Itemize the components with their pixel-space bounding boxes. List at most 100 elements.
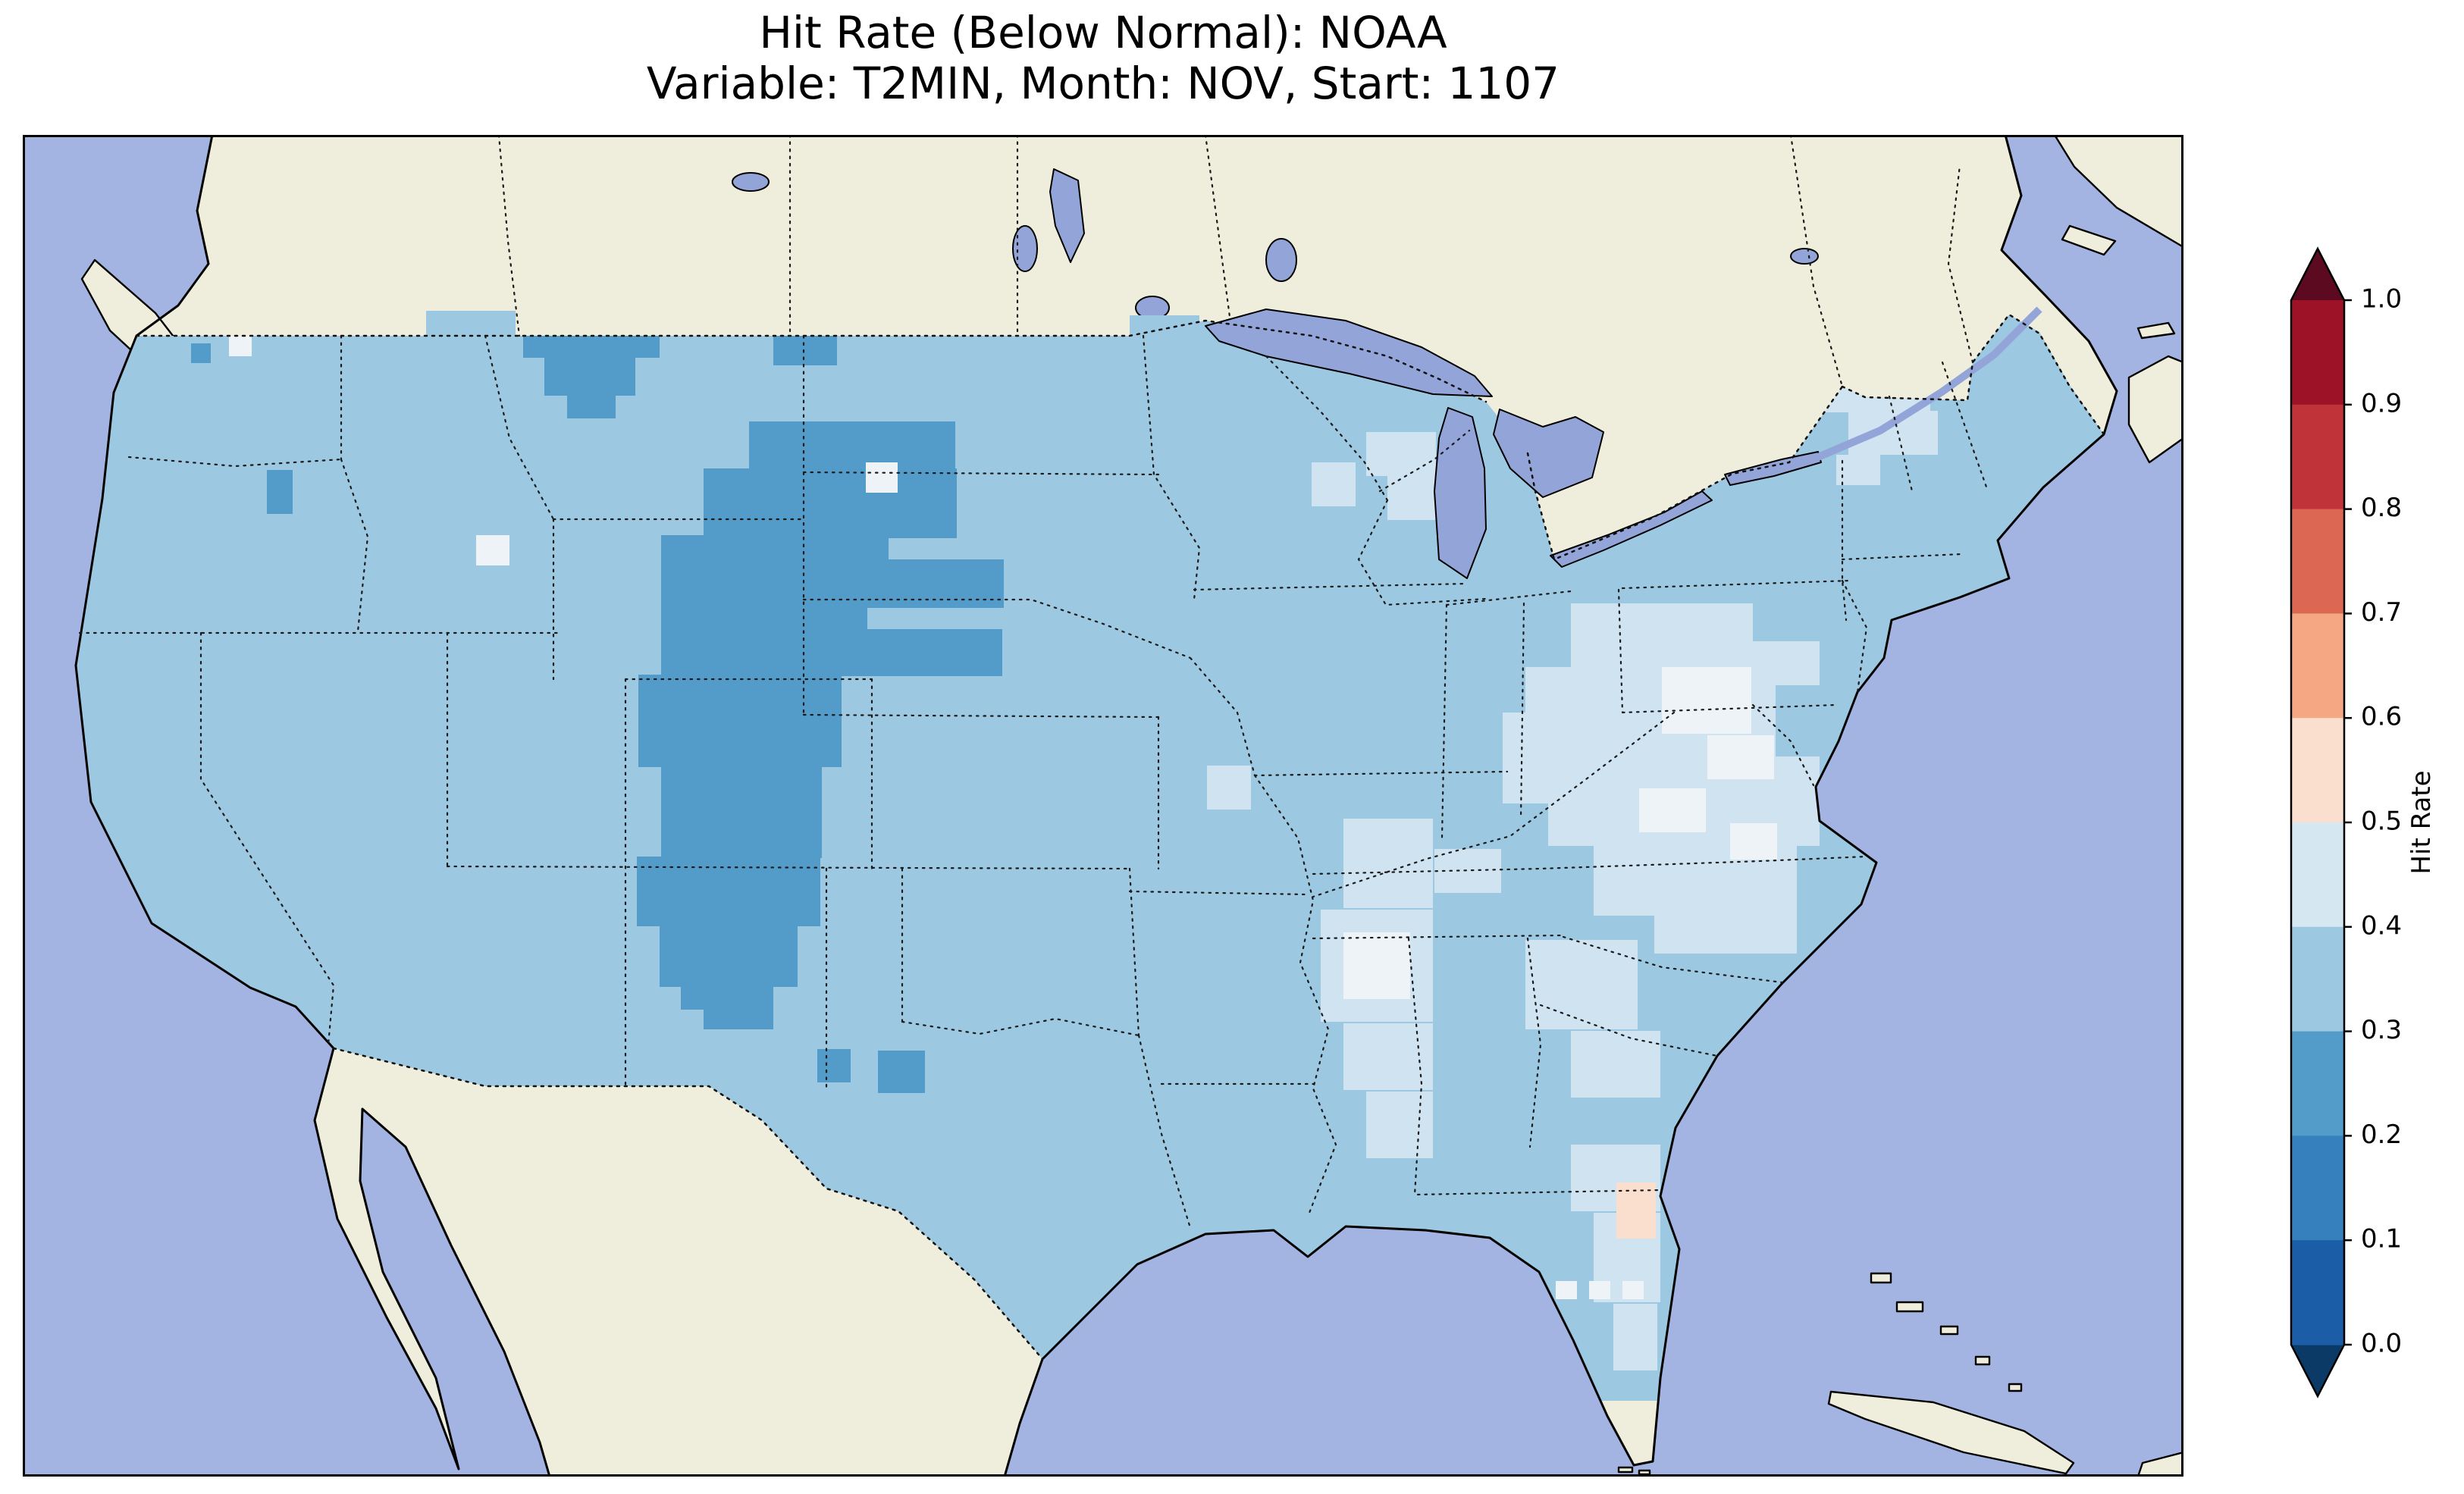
hit-rate-cell-base [426,311,516,337]
hit-rate-cell-white [1622,1281,1644,1299]
hit-rate-cell-pale [1312,462,1356,506]
hit-rate-cell-base [1130,315,1199,337]
bahamas-island [1895,1301,1924,1313]
hit-rate-cell-pale [1503,713,1569,803]
hit-rate-cell-pale [1207,766,1251,810]
canada-small-lake [732,172,770,192]
hit-rate-cell-white [1707,735,1774,779]
hit-rate-cell-white [476,535,509,565]
hit-rate-cell-dark [661,766,822,858]
hit-rate-cell-white [1343,932,1410,999]
hit-rate-cell-pale [1343,1023,1433,1090]
hit-rate-cell-white [866,462,898,493]
bahamas-island [1939,1325,1959,1336]
hit-rate-cell-dark [191,343,211,363]
us-mexico-border [332,1047,1044,1361]
anticosti-island [2061,224,2117,256]
colorbar-tick-label: 0.6 [2361,702,2402,732]
hit-rate-cell-dark [866,629,1002,676]
hit-rate-cell-dark [267,470,293,514]
hit-rate-cell-dark [704,468,957,538]
hit-rate-cell-dark [704,985,773,1029]
hit-rate-cell-white [1589,1281,1610,1299]
hit-rate-cell-white [1662,667,1751,734]
hit-rate-cell-pale [1753,641,1820,685]
colorbar-band [2291,926,2344,1032]
colorbar-band [2291,613,2344,719]
lake-michigan [1434,407,1487,579]
florida-keys [1638,1469,1651,1476]
map-frame [23,135,2183,1477]
lake-nipigon [1265,238,1297,282]
canada-lakes [732,168,1819,320]
colorbar-band [2291,822,2344,928]
lake-manitoba [1012,225,1038,272]
colorbar-band [2291,509,2344,614]
colorbar-band [2291,404,2344,510]
lake-huron [1493,409,1604,498]
hit-rate-cell-pale [1366,432,1436,476]
hit-rate-cell-pale [1613,1304,1657,1370]
florida-keys [1617,1466,1634,1474]
great-lakes [1205,306,2042,579]
colorbar-band [2291,718,2344,823]
coastline [74,135,2118,1477]
colorbar-tick-label: 0.8 [2361,493,2402,523]
hit-rate-cells-offgrid [426,311,1644,1299]
colorbar-tick-label: 0.5 [2361,807,2402,837]
hit-rate-cell-dark [567,394,616,418]
hispaniola [2136,1451,2183,1477]
colorbar-tick-label: 0.3 [2361,1015,2402,1045]
colorbar-tick-label: 0.7 [2361,597,2402,628]
nova-scotia [2127,355,2183,464]
colorbar-tick-label: 0.0 [2361,1329,2402,1359]
hit-rate-cell-pink [1616,1182,1656,1239]
conus-hit-rate-map [23,135,2183,1477]
colorbar-under-arrow [2291,1345,2344,1396]
canada-small-lake [1790,248,1819,265]
colorbar-over-arrow [2291,249,2344,300]
bahamas-island [2008,1383,2023,1392]
lake-winnipeg [1049,168,1085,263]
hit-rate-cell-dark [749,421,955,470]
quebec-north-shore [2053,135,2183,249]
hit-rate-cell-dark [638,675,842,767]
hit-rate-cell-white [1639,788,1706,832]
hit-rate-cell-white [229,334,252,356]
colorbar-tick-labels: 1.0 0.9 0.8 0.7 0.6 0.5 0.4 0.3 0.2 0.1 0.0 [2344,284,2402,1359]
lake-erie [1550,490,1713,568]
hit-rate-cell-pale [1525,940,1638,1029]
hit-rate-cell-pale [1343,819,1433,908]
hit-rate-cell-pale [1571,1031,1660,1098]
hit-rate-cell-white [1730,823,1777,860]
hit-rate-cell-pale [1366,1092,1433,1158]
national-borders [135,313,2105,1361]
hit-rate-cell-dark [661,606,867,676]
colorbar-band [2291,1240,2344,1345]
prince-edward-island [2136,321,2176,340]
colorbar-band [2291,1135,2344,1241]
st-lawrence-river [1817,306,2042,461]
colorbar: 1.0 0.9 0.8 0.7 0.6 0.5 0.4 0.3 0.2 0.1 0.0 Hit Ra… [2290,246,2437,1398]
cuba [1827,1390,2075,1475]
hit-rate-cell-pale [1654,894,1797,954]
figure-title: Hit Rate (Below Normal): NOAA Variable: … [23,8,2183,108]
hit-rate-cell-white [1556,1281,1577,1299]
hit-rate-cell-pale [1434,849,1501,893]
state-borders [78,135,1989,1229]
hit-rate-cell-pale [1571,603,1753,673]
hit-rate-cell-pale [1836,455,1880,485]
bahamas-island [1974,1355,1991,1366]
hit-rate-cell-dark [544,356,635,396]
hit-rate-field [76,315,2104,1401]
colorbar-axis-label: Hit Rate [2406,770,2437,874]
title-line-1: Hit Rate (Below Normal): NOAA [759,7,1447,58]
colorbar-band [2291,300,2344,406]
lake-ontario [1724,451,1822,486]
hit-rate-cell-dark [843,559,1004,608]
hit-rate-cell-dark [878,1051,925,1093]
hit-rate-cell-dark [817,1049,851,1082]
hit-rate-cell-pale [1848,411,1938,455]
colorbar-tick-label: 0.4 [2361,910,2402,941]
